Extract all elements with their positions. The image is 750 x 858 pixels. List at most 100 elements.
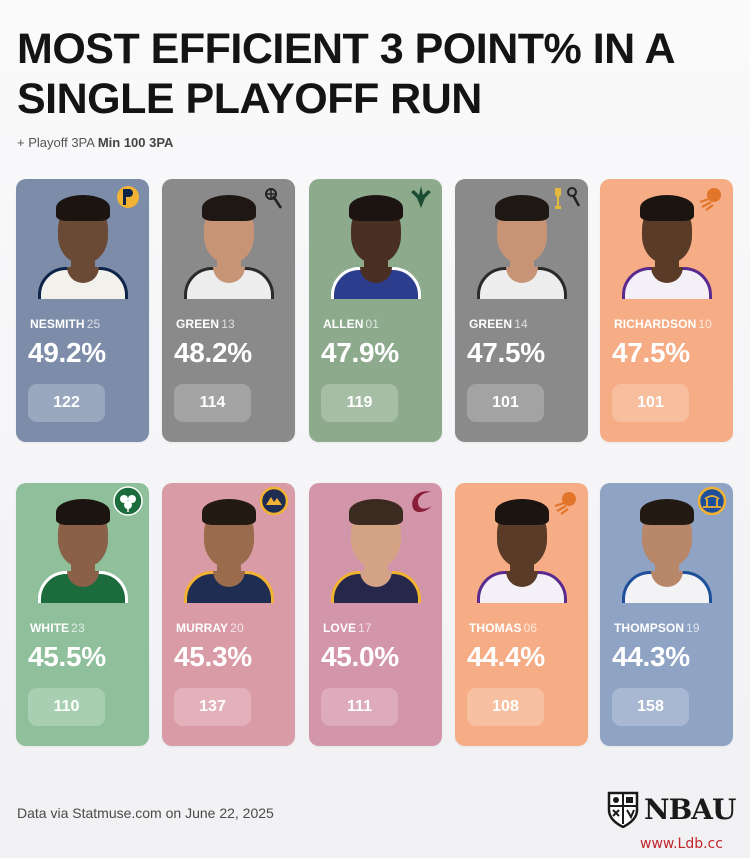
warriors-logo-icon — [697, 486, 727, 516]
player-name: GREEN 14 — [469, 317, 528, 331]
jersey-collar — [67, 571, 99, 587]
player-photo — [172, 491, 285, 603]
player-photo — [319, 187, 432, 299]
player-last-name: MURRAY — [176, 621, 229, 635]
player-hair — [640, 499, 694, 525]
player-photo — [26, 187, 139, 299]
three-point-attempts-badge: 111 — [321, 688, 398, 726]
player-name: THOMPSON 19 — [614, 621, 700, 635]
brand-logo: NBAU — [607, 790, 736, 830]
player-hair — [349, 195, 403, 221]
player-number: 23 — [71, 621, 85, 635]
three-point-attempts-badge: 108 — [467, 688, 544, 726]
player-card: GREEN 14 47.5% 101 — [455, 179, 588, 442]
player-last-name: GREEN — [469, 317, 513, 331]
three-point-percentage: 44.3% — [612, 641, 690, 672]
subtitle: + Playoff 3PA Min 100 3PA — [17, 135, 173, 150]
three-point-attempts-badge: 158 — [612, 688, 689, 726]
player-photo — [610, 187, 723, 299]
shield-icon — [607, 791, 639, 829]
player-name: MURRAY 20 — [176, 621, 244, 635]
player-last-name: GREEN — [176, 317, 220, 331]
player-photo — [465, 187, 578, 299]
spurs-logo-icon — [265, 188, 283, 209]
page-title: MOST EFFICIENT 3 POINT% IN A SINGLE PLAY… — [17, 25, 674, 123]
jersey-collar — [651, 571, 683, 587]
player-name: RICHARDSON 10 — [614, 317, 712, 331]
three-point-attempts-badge: 114 — [174, 384, 251, 422]
player-photo — [319, 491, 432, 603]
player-card: THOMPSON 19 44.3% 158 — [600, 483, 733, 746]
player-hair — [495, 499, 549, 525]
player-number: 14 — [514, 317, 528, 331]
spurs-championship-logo-icon — [555, 187, 581, 209]
three-point-percentage: 44.4% — [467, 641, 545, 672]
subtitle-emphasis: Min 100 3PA — [97, 135, 174, 150]
player-last-name: RICHARDSON — [614, 317, 697, 331]
three-point-percentage: 47.9% — [321, 337, 399, 368]
player-photo — [465, 491, 578, 603]
player-name: GREEN 13 — [176, 317, 235, 331]
jersey-collar — [506, 571, 538, 587]
bucks-logo-icon — [411, 186, 431, 208]
player-card: ALLEN 01 47.9% 119 — [309, 179, 442, 442]
jersey-collar — [360, 571, 392, 587]
jersey-collar — [67, 267, 99, 283]
pacers-logo-icon — [117, 186, 139, 208]
player-card: WHITE 23 45.5% 110 — [16, 483, 149, 746]
celtics-logo-icon — [113, 486, 143, 516]
watermark: www.Ldb.cc — [640, 836, 723, 852]
player-hair — [202, 195, 256, 221]
player-last-name: ALLEN — [323, 317, 364, 331]
three-point-percentage: 49.2% — [28, 337, 106, 368]
three-point-attempts-badge: 101 — [467, 384, 544, 422]
player-hair — [202, 499, 256, 525]
player-photo — [172, 187, 285, 299]
suns-logo-icon — [554, 492, 576, 515]
player-last-name: NESMITH — [30, 317, 85, 331]
cavaliers-logo-icon — [412, 491, 432, 513]
three-point-percentage: 45.5% — [28, 641, 106, 672]
player-number: 06 — [523, 621, 538, 635]
player-number: 20 — [230, 621, 244, 635]
player-card: LOVE 17 45.0% 111 — [309, 483, 442, 746]
three-point-percentage: 47.5% — [612, 337, 690, 368]
three-point-percentage: 45.0% — [321, 641, 399, 672]
player-last-name: WHITE — [30, 621, 70, 635]
three-point-attempts-badge: 110 — [28, 688, 105, 726]
nuggets-logo-icon — [259, 486, 289, 516]
subtitle-prefix: + Playoff 3PA — [17, 135, 98, 150]
player-card: GREEN 13 48.2% 114 — [162, 179, 295, 442]
jersey-collar — [506, 267, 538, 283]
player-hair — [495, 195, 549, 221]
jersey-collar — [651, 267, 683, 283]
three-point-attempts-badge: 122 — [28, 384, 105, 422]
data-source-note: Data via Statmuse.com on June 22, 2025 — [17, 805, 274, 821]
three-point-attempts-badge: 119 — [321, 384, 398, 422]
player-photo — [26, 491, 139, 603]
jersey-collar — [213, 267, 245, 283]
player-name: NESMITH 25 — [30, 317, 100, 331]
player-photo — [610, 491, 723, 603]
three-point-percentage: 48.2% — [174, 337, 252, 368]
three-point-percentage: 45.3% — [174, 641, 252, 672]
player-last-name: THOMPSON — [614, 621, 685, 635]
three-point-attempts-badge: 137 — [174, 688, 251, 726]
jersey-collar — [360, 267, 392, 283]
player-card: NESMITH 25 49.2% 122 — [16, 179, 149, 442]
player-name: LOVE 17 — [323, 621, 372, 635]
player-hair — [349, 499, 403, 525]
player-card: THOMAS 06 44.4% 108 — [455, 483, 588, 746]
player-number: 25 — [86, 317, 101, 331]
suns-logo-icon — [699, 188, 721, 211]
player-number: 19 — [686, 621, 700, 635]
jersey-collar — [213, 571, 245, 587]
three-point-percentage: 47.5% — [467, 337, 545, 368]
player-number: 10 — [698, 317, 712, 331]
player-number: 01 — [365, 317, 380, 331]
player-card: MURRAY 20 45.3% 137 — [162, 483, 295, 746]
player-name: WHITE 23 — [30, 621, 85, 635]
player-hair — [56, 195, 110, 221]
player-hair — [56, 499, 110, 525]
player-number: 17 — [358, 621, 372, 635]
